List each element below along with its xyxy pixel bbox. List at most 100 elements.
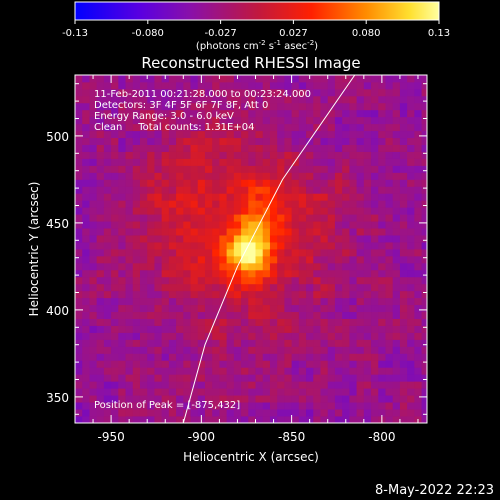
heatmap-cell [241, 137, 249, 145]
heatmap-cell [204, 367, 213, 375]
heatmap-cell [241, 102, 249, 111]
heatmap-cell [75, 200, 83, 208]
heatmap-cell [255, 193, 264, 201]
heatmap-cell [125, 207, 134, 215]
heatmap-cell [421, 158, 427, 166]
heatmap-cell [176, 151, 184, 159]
heatmap-cell [399, 130, 408, 139]
heatmap-cell [161, 123, 170, 132]
heatmap-cell [298, 165, 307, 173]
heatmap-cell [176, 346, 184, 354]
heatmap-cell [89, 158, 98, 166]
heatmap-cell [298, 95, 307, 104]
heatmap-cell [147, 221, 155, 229]
heatmap-cell [255, 242, 264, 250]
heatmap-cell [407, 137, 415, 145]
heatmap-cell [327, 144, 336, 152]
heatmap-cell [219, 144, 228, 152]
heatmap-cell [176, 416, 184, 423]
heatmap-cell [407, 276, 415, 285]
heatmap-cell [291, 88, 300, 97]
heatmap-cell [399, 81, 408, 90]
heatmap-cell [233, 276, 242, 285]
heatmap-cell [103, 325, 112, 333]
heatmap-cell [371, 214, 379, 222]
heatmap-cell [96, 276, 105, 285]
heatmap-cell [320, 75, 329, 83]
heatmap-cell [421, 339, 427, 347]
heatmap-cell [356, 172, 365, 180]
heatmap-cell [212, 88, 220, 97]
heatmap-cell [313, 123, 321, 132]
heatmap-cell [277, 116, 285, 125]
heatmap-cell [269, 255, 278, 264]
heatmap-cell [183, 269, 191, 278]
heatmap-cell [371, 318, 379, 326]
heatmap-cell [291, 200, 300, 208]
heatmap-cell [226, 388, 235, 396]
heatmap-cell [356, 242, 365, 250]
heatmap-cell [96, 186, 105, 194]
heatmap-cell [407, 374, 415, 382]
heatmap-cell [212, 221, 220, 229]
heatmap-cell [291, 332, 300, 340]
heatmap-cell [248, 346, 256, 354]
heatmap-cell [147, 360, 155, 368]
heatmap-cell [212, 75, 220, 83]
heatmap-cell [392, 172, 401, 180]
heatmap-cell [284, 200, 293, 208]
heatmap-cell [306, 360, 314, 368]
heatmap-cell [204, 214, 213, 222]
heatmap-cell [269, 186, 278, 194]
heatmap-cell [111, 360, 119, 368]
heatmap-cell [255, 123, 264, 132]
heatmap-cell [161, 81, 170, 90]
heatmap-cell [356, 346, 365, 354]
heatmap-cell [147, 304, 155, 313]
heatmap-cell [392, 269, 401, 278]
heatmap-cell [291, 116, 300, 125]
heatmap-cell [356, 311, 365, 319]
heatmap-cell [89, 207, 98, 215]
heatmap-cell [291, 304, 300, 313]
heatmap-cell [96, 249, 105, 257]
heatmap-cell [183, 186, 191, 194]
heatmap-cell [284, 255, 293, 264]
heatmap-cell [255, 172, 264, 180]
heatmap-cell [407, 221, 415, 229]
heatmap-cell [111, 102, 119, 111]
heatmap-cell [233, 102, 242, 111]
heatmap-cell [363, 179, 372, 187]
heatmap-cell [111, 95, 119, 104]
heatmap-cell [327, 158, 336, 166]
heatmap-cell [298, 200, 307, 208]
heatmap-cell [399, 283, 408, 292]
heatmap-cell [414, 402, 422, 410]
heatmap-cell [399, 165, 408, 173]
heatmap-cell [334, 75, 343, 83]
heatmap-cell [248, 88, 256, 97]
heatmap-cell [356, 304, 365, 313]
heatmap-cell [89, 221, 98, 229]
heatmap-cell [342, 339, 350, 347]
heatmap-cell [226, 242, 235, 250]
heatmap-cell [414, 353, 422, 361]
heatmap-cell [82, 332, 90, 340]
heatmap-cell [262, 158, 271, 166]
heatmap-cell [255, 332, 264, 340]
heatmap-cell [183, 388, 191, 396]
heatmap-cell [147, 388, 155, 396]
heatmap-cell [103, 75, 112, 83]
heatmap-cell [197, 269, 206, 278]
heatmap-cell [334, 395, 343, 403]
heatmap-cell [118, 235, 126, 243]
heatmap-cell [399, 151, 408, 159]
heatmap-cell [421, 402, 427, 410]
heatmap-cell [349, 297, 357, 306]
heatmap-cell [96, 262, 105, 271]
heatmap-cell [103, 402, 112, 410]
heatmap-cell [75, 116, 83, 125]
heatmap-cell [356, 402, 365, 410]
heatmap-cell [233, 374, 242, 382]
heatmap-cell [161, 200, 170, 208]
